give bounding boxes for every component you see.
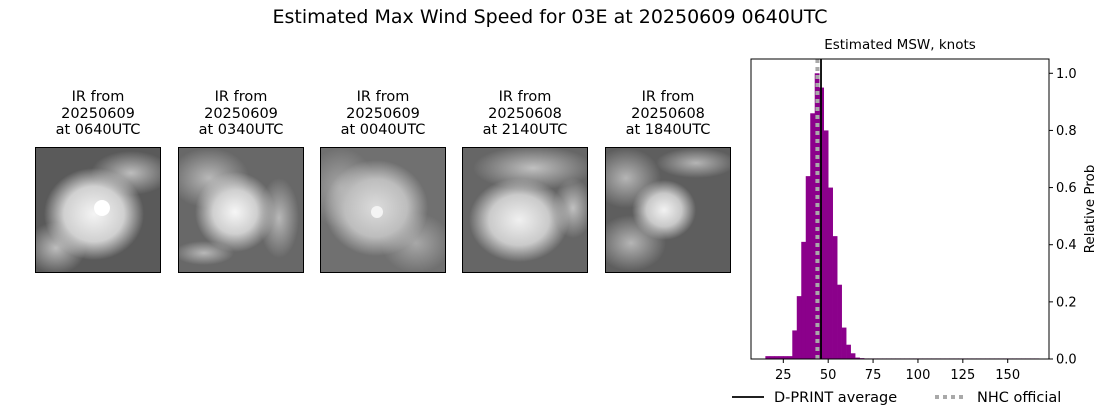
ir-panel: IR from 20250609 at 0340UTC <box>176 89 306 273</box>
ir-satellite-image <box>605 147 731 273</box>
plot-frame <box>750 58 1050 360</box>
ir-panel-caption: IR from 20250608 at 1840UTC <box>603 89 733 141</box>
ir-caption-line: 20250608 <box>631 105 705 122</box>
x-tick-label: 25 <box>775 368 792 383</box>
y-tick-label: 0.8 <box>1056 124 1077 139</box>
ir-caption-line: IR from <box>641 89 695 105</box>
x-tick-label: 50 <box>820 368 837 383</box>
y-tick-label: 0.4 <box>1056 238 1077 253</box>
ir-caption-line: 20250609 <box>61 105 135 122</box>
ir-caption-line: at 0340UTC <box>198 122 284 138</box>
histogram-bar <box>805 176 811 359</box>
histogram-bar <box>823 130 829 359</box>
y-tick-label: 1.0 <box>1056 67 1077 82</box>
histogram-bar <box>841 327 847 359</box>
ir-caption-line: IR from <box>356 89 410 105</box>
histogram-bar <box>837 284 842 359</box>
x-tick-label: 125 <box>950 368 975 383</box>
y-tick-label: 0.6 <box>1056 181 1077 196</box>
reference-lines <box>815 59 822 359</box>
y-axis-label: Relative Prob <box>1082 165 1098 254</box>
histogram-bar <box>850 353 856 359</box>
ir-panel-caption: IR from 20250609 at 0640UTC <box>33 89 163 141</box>
ir-caption-line: 20250609 <box>346 105 420 122</box>
histogram-bar <box>810 113 816 360</box>
histogram-bar <box>769 356 775 359</box>
ir-caption-line: 20250609 <box>204 105 278 122</box>
y-axis-ticks: 0.0 0.2 0.4 0.6 0.8 1.0 <box>1049 67 1077 368</box>
x-axis-ticks: 25 50 75 100 125 150 <box>775 359 1020 383</box>
x-tick-label: 150 <box>995 368 1020 383</box>
y-tick-label: 0.0 <box>1056 353 1077 368</box>
histogram-bar <box>855 357 860 359</box>
ir-panel-caption: IR from 20250609 at 0340UTC <box>176 89 306 141</box>
ir-caption-line: at 0640UTC <box>55 122 141 138</box>
ir-caption-line: at 2140UTC <box>482 122 568 138</box>
ir-caption-line: IR from <box>214 89 268 105</box>
histogram-bar <box>765 356 771 359</box>
ir-panel: IR from 20250609 at 0040UTC <box>318 89 448 273</box>
ir-caption-line: 20250608 <box>488 105 562 122</box>
ir-caption-line: at 0040UTC <box>340 122 426 138</box>
chart-title: Estimated MSW, knots <box>824 37 976 53</box>
ir-panel: IR from 20250608 at 2140UTC <box>460 89 590 273</box>
histogram-bar <box>801 241 807 359</box>
ir-satellite-image <box>320 147 446 273</box>
legend-label: D-PRINT average <box>774 390 897 406</box>
histogram-bar <box>846 344 851 359</box>
ir-satellite-image <box>462 147 588 273</box>
x-tick-label: 100 <box>906 368 931 383</box>
ir-panel: IR from 20250609 at 0640UTC <box>33 89 163 273</box>
ir-caption-line: at 1840UTC <box>625 122 711 138</box>
ir-caption-line: IR from <box>71 89 125 105</box>
ir-satellite-image <box>178 147 304 273</box>
x-tick-label: 75 <box>865 368 882 383</box>
histogram-bar <box>787 356 793 359</box>
ir-panel: IR from 20250608 at 1840UTC <box>603 89 733 273</box>
histogram-bar <box>796 296 802 359</box>
chart-legend: D-PRINT average NHC official <box>732 390 1061 406</box>
y-tick-label: 0.2 <box>1056 295 1077 310</box>
legend-label: NHC official <box>977 390 1061 406</box>
histogram-bar <box>832 236 838 359</box>
histogram-bars <box>765 73 1040 360</box>
histogram-bar <box>814 73 820 360</box>
histogram-bar <box>792 330 798 359</box>
ir-panel-caption: IR from 20250609 at 0040UTC <box>318 89 448 141</box>
histogram-bar <box>783 356 789 359</box>
histogram-bar <box>828 187 833 359</box>
histogram-bar <box>774 356 780 359</box>
ir-satellite-image <box>35 147 161 273</box>
ir-caption-line: IR from <box>498 89 552 105</box>
ir-panel-caption: IR from 20250608 at 2140UTC <box>460 89 590 141</box>
figure-title: Estimated Max Wind Speed for 03E at 2025… <box>272 6 828 28</box>
histogram-bar <box>778 356 784 359</box>
